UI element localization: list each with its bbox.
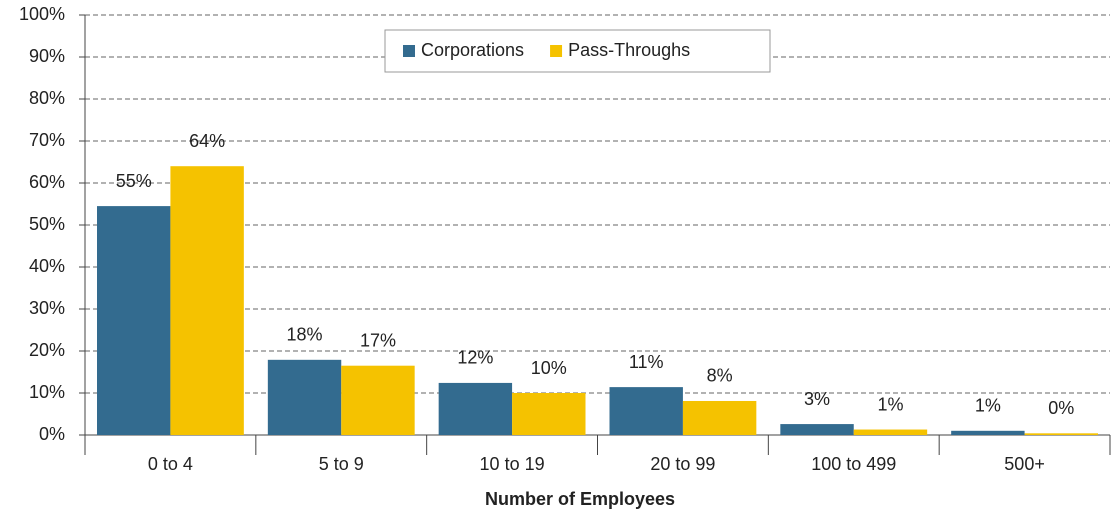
legend-label: Pass-Throughs [568, 40, 690, 60]
value-label: 1% [975, 396, 1001, 416]
x-tick-label: 0 to 4 [148, 454, 193, 474]
bar [780, 424, 854, 435]
x-axis-label: Number of Employees [485, 489, 675, 509]
bar [438, 382, 513, 435]
bar [341, 365, 415, 435]
y-tick-label: 30% [29, 298, 65, 318]
x-tick-label: 100 to 499 [811, 454, 896, 474]
bar [267, 359, 342, 435]
value-label: 17% [360, 330, 396, 350]
bar [170, 166, 244, 435]
value-label: 1% [877, 394, 903, 414]
bar [609, 387, 683, 435]
value-label: 55% [116, 171, 152, 191]
x-tick-label: 10 to 19 [480, 454, 545, 474]
y-tick-label: 0% [39, 424, 65, 444]
value-label: 3% [804, 389, 830, 409]
y-tick-label: 100% [19, 4, 65, 24]
x-tick-label: 20 to 99 [650, 454, 715, 474]
y-tick-label: 80% [29, 88, 65, 108]
bar [853, 429, 928, 435]
y-tick-label: 40% [29, 256, 65, 276]
legend-swatch [403, 45, 415, 57]
y-tick-label: 70% [29, 130, 65, 150]
legend-label: Corporations [421, 40, 524, 60]
y-tick-label: 10% [29, 382, 65, 402]
bar [512, 393, 586, 435]
value-label: 12% [457, 348, 493, 368]
legend-swatch [550, 45, 563, 57]
y-tick-label: 90% [29, 46, 65, 66]
y-tick-label: 50% [29, 214, 65, 234]
y-tick-label: 60% [29, 172, 65, 192]
value-label: 11% [629, 352, 664, 372]
bar [97, 206, 171, 435]
value-label: 8% [707, 366, 733, 386]
value-label: 18% [287, 325, 323, 345]
x-tick-label: 500+ [1004, 454, 1045, 474]
value-label: 10% [531, 358, 567, 378]
value-label: 64% [189, 131, 225, 151]
legend-box [384, 29, 771, 73]
bar [682, 400, 757, 435]
value-label: 0% [1048, 398, 1074, 418]
x-tick-label: 5 to 9 [319, 454, 364, 474]
bar [1024, 433, 1098, 435]
bar [951, 430, 1025, 435]
y-tick-label: 20% [29, 340, 65, 360]
